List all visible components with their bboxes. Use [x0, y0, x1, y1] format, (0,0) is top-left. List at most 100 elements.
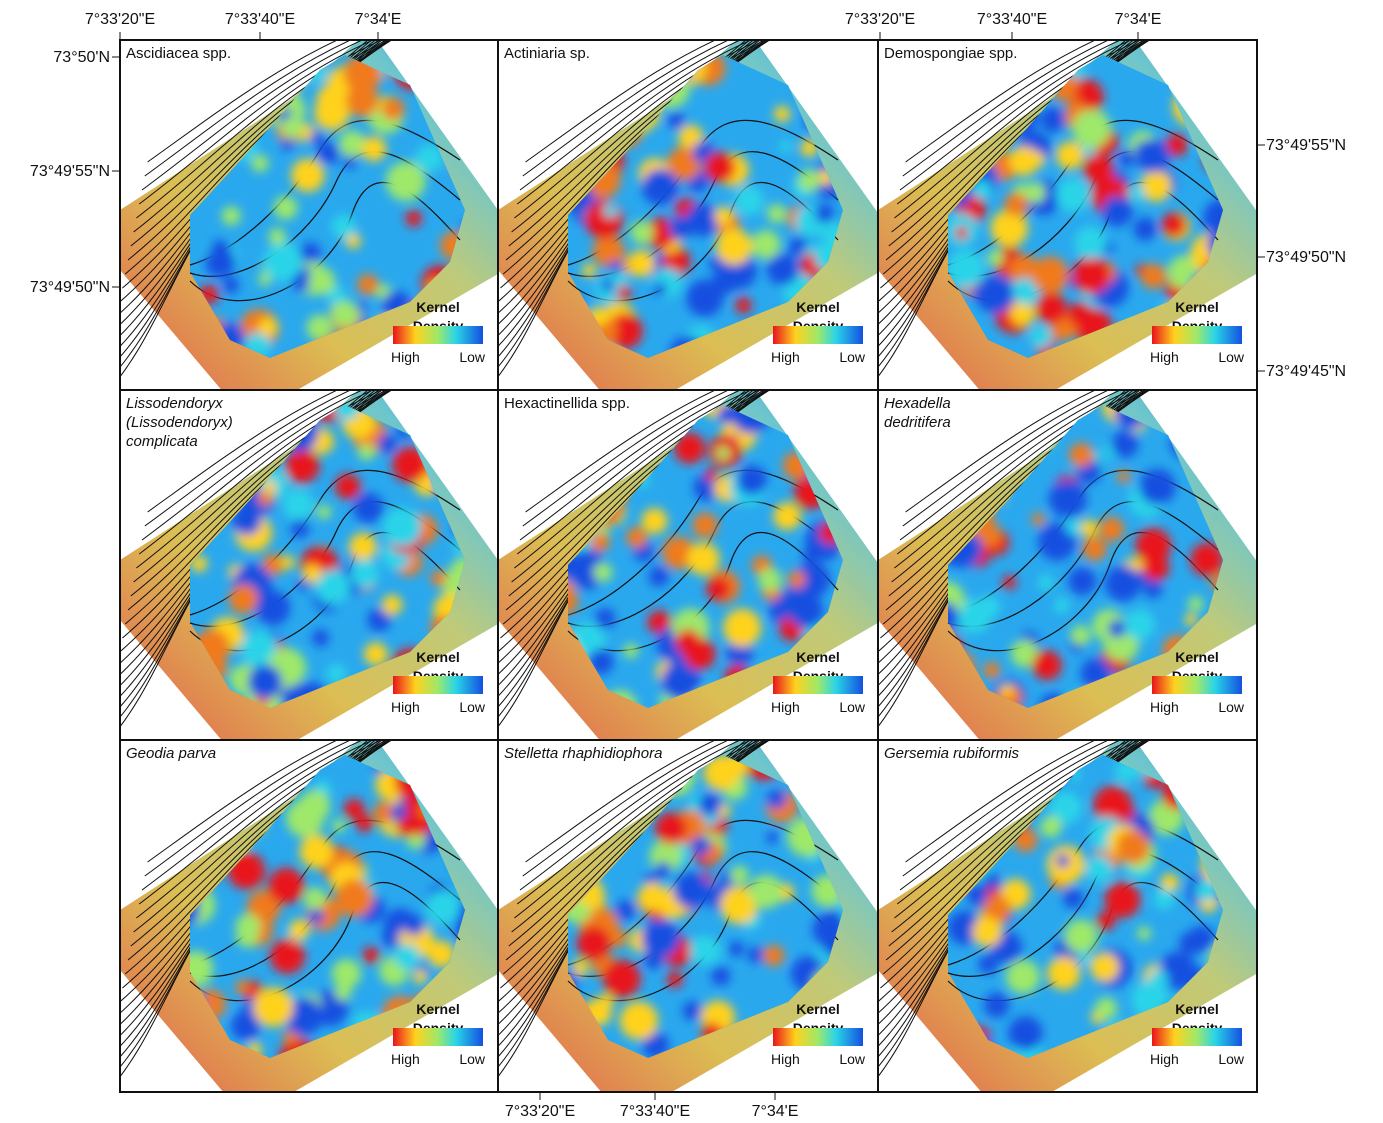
map-panel: Demospongiae spp.KernelDensityHighLow — [858, 1, 1263, 400]
density-blob — [269, 228, 286, 245]
density-blob — [1071, 625, 1091, 645]
density-blob — [1049, 480, 1087, 518]
density-blob — [826, 417, 863, 454]
density-blob — [626, 527, 647, 548]
density-blob — [289, 919, 309, 939]
density-blob — [655, 45, 671, 61]
density-blob — [577, 926, 611, 960]
density-blob — [253, 987, 293, 1027]
density-blob — [460, 731, 498, 769]
density-blob — [405, 210, 422, 227]
legend-high: High — [1150, 699, 1179, 715]
density-blob — [655, 812, 687, 844]
density-blob — [758, 568, 782, 592]
density-blob — [1032, 256, 1069, 293]
density-blob — [1183, 759, 1221, 797]
legend-colorbar — [773, 326, 863, 344]
density-blob — [310, 131, 324, 145]
bottom-axis-label: 7°33'40"E — [620, 1103, 690, 1120]
density-blob — [1090, 953, 1119, 982]
density-blob — [642, 508, 668, 534]
density-blob — [1133, 217, 1156, 240]
density-blob — [615, 900, 635, 920]
density-blob — [332, 819, 346, 833]
map-panel: HexadelladedritiferaKernelDensityHighLow — [858, 351, 1263, 750]
density-blob — [221, 772, 240, 791]
density-blob — [404, 914, 425, 935]
density-blob — [433, 94, 458, 119]
density-blob — [1197, 801, 1215, 819]
legend-high: High — [771, 349, 800, 365]
density-blob — [972, 285, 989, 302]
density-blob — [798, 169, 820, 191]
density-blob — [1105, 565, 1141, 601]
density-blob — [1083, 154, 1114, 185]
panel-title: dedritifera — [884, 414, 951, 431]
density-blob — [642, 919, 680, 957]
legend-title: Kernel — [1175, 649, 1219, 665]
density-blob — [1099, 517, 1124, 542]
density-blob — [413, 970, 427, 984]
density-blob — [1002, 575, 1016, 589]
map-panel: Geodia parvaKernelDensityHighLow — [100, 701, 505, 1100]
density-blob — [802, 410, 827, 435]
legend-title: Kernel — [1175, 299, 1219, 315]
map-figure: Ascidiacea spp.KernelDensityHighLowActin… — [0, 0, 1383, 1123]
legend-high: High — [1150, 349, 1179, 365]
density-blob — [953, 449, 991, 487]
density-blob — [413, 755, 439, 781]
density-blob — [1080, 519, 1098, 537]
legend-title: Kernel — [416, 649, 460, 665]
legend-title: Kernel — [416, 299, 460, 315]
legend-low: Low — [459, 1051, 486, 1067]
density-blob — [836, 88, 866, 118]
density-blob — [1206, 421, 1231, 446]
density-blob — [807, 436, 829, 458]
density-blob — [1040, 816, 1061, 837]
density-blob — [440, 85, 462, 107]
density-blob — [815, 98, 828, 111]
density-blob — [833, 438, 871, 476]
legend-title: Kernel — [796, 299, 840, 315]
density-blob — [1006, 960, 1040, 994]
density-blob — [653, 282, 666, 295]
density-blob — [280, 555, 294, 569]
density-blob — [737, 465, 767, 495]
map-panel: Actiniaria sp.KernelDensityHighLow — [478, 1, 883, 400]
density-blob — [209, 240, 231, 262]
legend-title: Kernel — [796, 649, 840, 665]
density-blob — [180, 781, 206, 807]
density-blob — [751, 230, 780, 259]
density-blob — [642, 169, 679, 206]
density-blob — [179, 60, 195, 76]
density-blob — [987, 250, 1003, 266]
density-blob — [673, 53, 706, 86]
density-blob — [582, 264, 596, 278]
density-blob — [361, 136, 386, 161]
density-blob — [1040, 107, 1066, 133]
density-blob — [431, 570, 447, 586]
density-blob — [1032, 650, 1062, 680]
density-blob — [716, 229, 752, 265]
density-blob — [1066, 767, 1081, 782]
panel-title: Gersemia rubiformis — [884, 745, 1020, 762]
density-blob — [1204, 776, 1224, 796]
density-blob — [1201, 43, 1229, 71]
density-blob — [1028, 422, 1055, 449]
density-blob — [394, 944, 419, 969]
density-blob — [601, 279, 613, 291]
density-blob — [291, 159, 325, 193]
density-blob — [705, 468, 718, 481]
density-blob — [283, 489, 314, 520]
density-blob — [191, 800, 215, 824]
density-blob — [1063, 888, 1084, 909]
density-blob — [303, 564, 322, 583]
density-blob — [246, 752, 265, 771]
density-blob — [773, 502, 801, 530]
density-blob — [1054, 598, 1069, 613]
density-blob — [667, 971, 683, 987]
legend-colorbar — [393, 676, 483, 694]
density-blob — [344, 799, 365, 820]
density-blob — [281, 408, 303, 430]
legend-colorbar — [773, 676, 863, 694]
